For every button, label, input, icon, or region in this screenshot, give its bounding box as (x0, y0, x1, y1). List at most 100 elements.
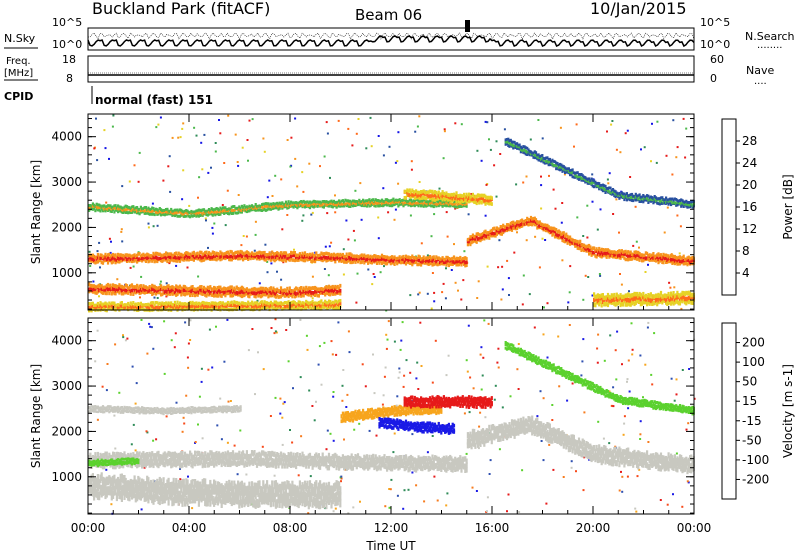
panel-0-band-cell (534, 220, 538, 224)
panel-0-band-cell (290, 289, 293, 293)
panel-0-band-cell (426, 261, 429, 266)
panel-0-band-cell (618, 299, 621, 304)
panel-0-band-cell (666, 301, 669, 306)
panel-0-band-cell (532, 219, 535, 223)
panel-0-band-cell (463, 259, 466, 263)
panel-0-band-cell (512, 144, 515, 148)
panel-0-band-cell (412, 256, 415, 260)
panel-0-band-cell (325, 259, 328, 263)
panel-0-band-cell (646, 196, 649, 200)
panel-0-band-cell (675, 255, 678, 260)
panel-0-band-cell (171, 288, 174, 292)
panel-0-band-cell (599, 252, 602, 257)
panel-0-band-cell (204, 304, 207, 308)
panel-0-band-cell (151, 304, 154, 308)
panel-0-band-cell (129, 289, 132, 294)
panel-0-band-cell (311, 299, 314, 304)
panel-0-band-cell (683, 257, 687, 262)
panel-0-band-cell (110, 210, 113, 213)
panel-0-band-cell (396, 198, 399, 202)
panel-0-band-cell (91, 202, 94, 206)
panel-0-band-cell (677, 255, 680, 260)
panel-0-band-cell (417, 258, 420, 263)
panel-0-band-cell (123, 290, 126, 295)
panel-0-band-cell (237, 254, 240, 258)
panel-0-band-cell (199, 210, 202, 214)
panel-0-band-cell (244, 256, 247, 260)
panel-0-band-cell (504, 138, 507, 142)
panel-0-band-cell (555, 161, 558, 165)
panel-0-band-cell (519, 145, 522, 149)
panel-0-band-cell (426, 195, 429, 200)
panel-0-band-cell (445, 263, 448, 267)
panel-0-noise-point (552, 188, 555, 191)
panel-0-band-cell (317, 254, 320, 258)
panel-0-band-cell (254, 208, 257, 212)
panel-0-band-cell (136, 255, 139, 260)
panel-0-band-cell (278, 303, 281, 307)
noise-right-label: N.Search (745, 30, 795, 43)
panel-0-band-cell (509, 142, 512, 146)
panel-0-band-cell (290, 256, 293, 261)
panel-0-band-cell (269, 304, 272, 308)
panel-0-band-cell (615, 251, 618, 255)
panel-0-band-cell (542, 158, 545, 162)
panel-0-band-cell (288, 290, 291, 295)
panel-0-band-cell (630, 196, 634, 199)
panel-0-noise-point (95, 117, 97, 120)
panel-0-band-cell (680, 202, 683, 206)
panel-0-band-cell (661, 255, 664, 259)
panel-0-band-cell (558, 232, 562, 237)
panel-0-band-cell (396, 200, 399, 204)
panel-0-band-cell (245, 208, 248, 212)
panel-0-noise-point (98, 241, 101, 244)
panel-0-band-cell (191, 210, 194, 214)
panel-0-band-cell (516, 146, 519, 150)
panel-0-band-cell (653, 294, 656, 299)
panel-0-band-cell (220, 251, 223, 256)
panel-0-noise-point (302, 190, 305, 193)
panel-0-noise-point (98, 295, 100, 298)
panel-0-band-cell (234, 288, 237, 292)
panel-0-band-cell (247, 257, 250, 261)
panel-0-band-cell (642, 299, 645, 305)
panel-0-band-cell (611, 192, 615, 196)
panel-0-noise-point (676, 214, 679, 217)
panel-0-noise-point (326, 132, 329, 135)
panel-0-noise-point (137, 180, 140, 183)
panel-0-band-cell (298, 300, 301, 304)
panel-0-band-cell (165, 208, 168, 211)
panel-0-band-cell (127, 257, 130, 261)
panel-0-band-cell (162, 302, 165, 306)
panel-0-band-cell (638, 295, 641, 300)
panel-0-band-cell (329, 254, 332, 258)
panel-0-band-cell (320, 203, 323, 207)
panel-0-band-cell (551, 162, 554, 166)
panel-0-band-cell (148, 209, 151, 213)
panel-0-band-cell (278, 255, 281, 260)
panel-0-band-cell (413, 258, 416, 263)
panel-0-band-cell (298, 255, 301, 259)
panel-0-band-cell (273, 205, 276, 208)
panel-0-band-cell (609, 250, 612, 254)
panel-0-band-cell (345, 252, 348, 256)
panel-0-band-cell (628, 198, 631, 202)
panel-0-band-cell (214, 207, 217, 211)
panel-0-band-cell (213, 301, 216, 306)
panel-0-band-cell (439, 257, 442, 261)
panel-0-band-cell (162, 210, 165, 214)
panel-0-band-cell (219, 206, 222, 210)
panel-0-band-cell (432, 191, 435, 196)
panel-0-noise-point (638, 246, 640, 249)
panel-0-band-cell (657, 202, 660, 205)
panel-0-band-cell (115, 287, 118, 291)
panel-0-band-cell (130, 209, 134, 212)
panel-0-noise-point (591, 200, 594, 203)
panel-0-band-cell (463, 201, 466, 205)
panel-0-band-cell (288, 255, 291, 259)
panel-0-band-cell (488, 236, 491, 240)
panel-0-band-cell (648, 293, 651, 299)
panel-0-band-cell (319, 200, 322, 204)
panel-0-band-cell (281, 258, 284, 262)
panel-0-band-cell (269, 253, 272, 257)
